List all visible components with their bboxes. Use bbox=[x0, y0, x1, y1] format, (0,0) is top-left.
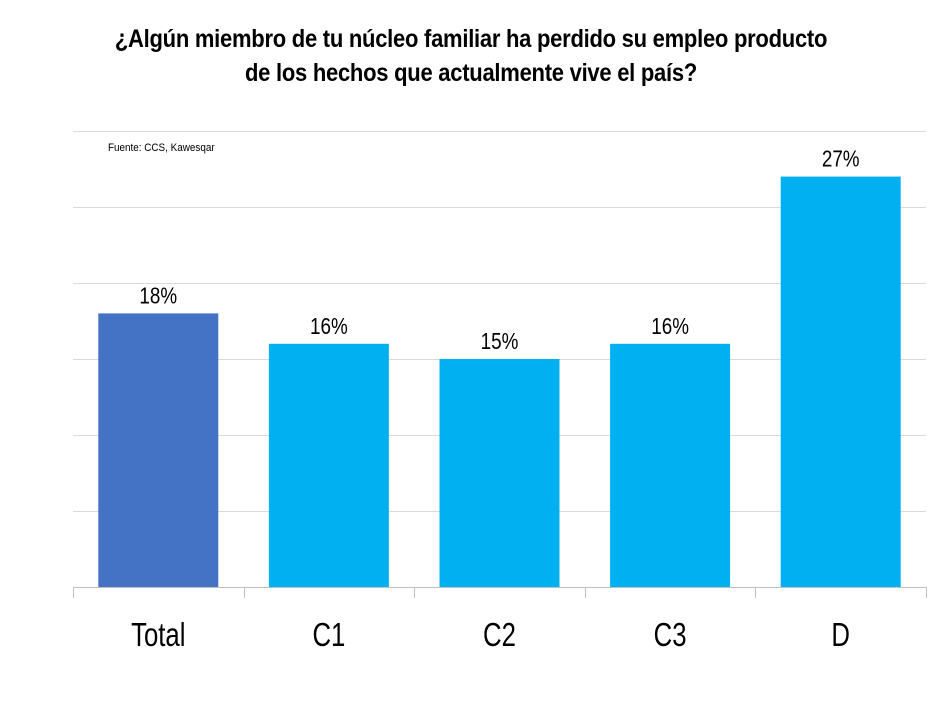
data-labels: 18% 16% 15% 16% 27% bbox=[139, 147, 859, 355]
bar-c1 bbox=[268, 343, 389, 587]
data-label-d: 27% bbox=[822, 147, 860, 172]
chart-title: ¿Algún miembro de tu núcleo familiar ha … bbox=[57, 22, 886, 90]
x-tick-label-c2: C2 bbox=[483, 617, 516, 654]
x-tick-label-c3: C3 bbox=[654, 617, 687, 654]
x-tick-label-total: Total bbox=[131, 617, 185, 654]
x-axis: Total C1 C2 C3 D bbox=[73, 587, 927, 654]
source-note: Fuente: CCS, Kawesqar bbox=[108, 143, 215, 155]
bar-d bbox=[780, 176, 901, 587]
data-label-c2: 15% bbox=[481, 329, 519, 354]
bar-total bbox=[98, 313, 219, 587]
x-tick-label-c1: C1 bbox=[312, 617, 345, 654]
chart-title-line-2: de los hechos que actualmente vive el pa… bbox=[244, 59, 698, 87]
chart-title-line-1: ¿Algún miembro de tu núcleo familiar ha … bbox=[114, 25, 828, 53]
x-tick-label-d: D bbox=[831, 617, 850, 654]
data-label-total: 18% bbox=[139, 284, 177, 309]
data-label-c1: 16% bbox=[310, 314, 348, 339]
bar-c2 bbox=[439, 359, 560, 587]
bars bbox=[98, 176, 901, 587]
data-label-c3: 16% bbox=[651, 314, 689, 339]
bar-c3 bbox=[610, 343, 731, 587]
